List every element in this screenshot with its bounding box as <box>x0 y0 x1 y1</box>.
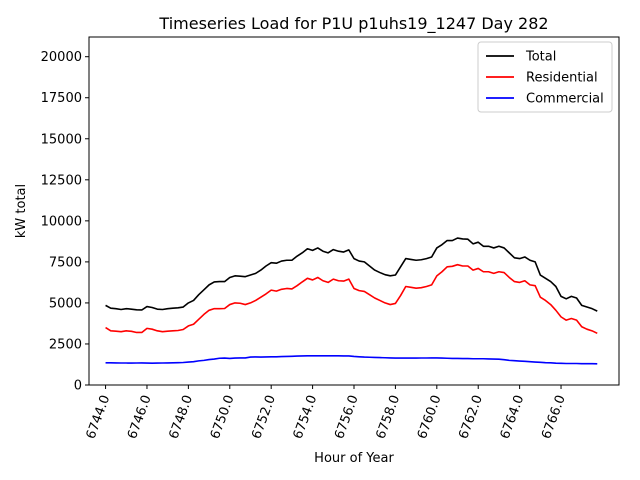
y-tick-label: 17500 <box>41 91 82 106</box>
legend: Total Residential Commercial <box>477 41 613 113</box>
legend-items: Total Residential Commercial <box>486 50 604 107</box>
y-tick-label: 5000 <box>49 296 82 311</box>
y-tick-label: 2500 <box>49 337 82 352</box>
y-tick-label: 0 <box>74 379 82 394</box>
legend-label-residential: Residential <box>526 71 598 86</box>
legend-label-commercial: Commercial <box>526 92 604 107</box>
chart-title: Timeseries Load for P1U p1uhs19_1247 Day… <box>158 14 548 34</box>
y-axis: 0 2500 5000 7500 10000 12500 15000 17500 20000 <box>41 50 89 394</box>
y-tick-label: 7500 <box>49 255 82 270</box>
series-line-residential <box>105 263 598 335</box>
legend-label-total: Total <box>525 50 556 65</box>
legend-frame <box>477 41 613 113</box>
series-layer <box>105 237 598 365</box>
y-axis-title: kW total <box>14 184 29 238</box>
x-axis-title: Hour of Year <box>314 451 394 466</box>
y-tick-label: 12500 <box>41 173 82 188</box>
series-line-total <box>105 237 598 312</box>
y-tick-label: 10000 <box>41 214 82 229</box>
series-line-commercial <box>105 354 598 365</box>
y-tick-label: 15000 <box>41 132 82 147</box>
y-tick-label: 20000 <box>41 50 82 65</box>
